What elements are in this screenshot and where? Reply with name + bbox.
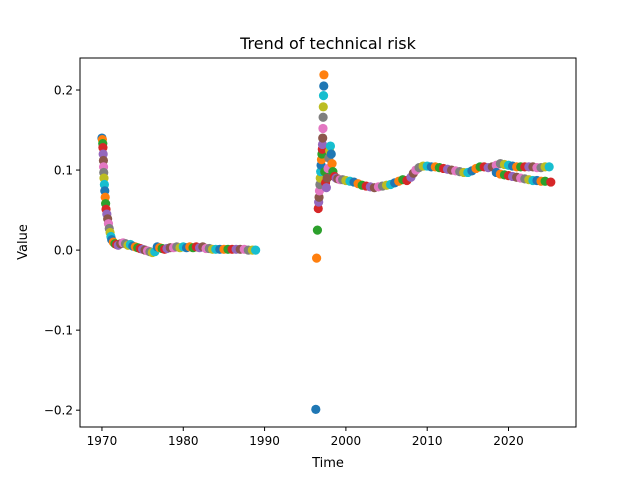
scatter-points [97, 70, 556, 414]
data-point [322, 173, 332, 183]
x-tick-label: 2000 [331, 434, 362, 448]
data-point [327, 159, 337, 169]
data-point [311, 404, 321, 414]
data-point [326, 149, 336, 159]
chart-title: Trend of technical risk [239, 34, 417, 53]
x-tick-label: 1970 [87, 434, 118, 448]
x-tick-label: 2010 [412, 434, 443, 448]
data-point [318, 91, 329, 101]
data-point [312, 253, 322, 263]
data-point [546, 177, 556, 187]
y-axis-label: Value [16, 224, 31, 260]
plot-frame [79, 57, 577, 428]
data-point [318, 102, 328, 112]
y-tick-label: 0.0 [54, 244, 73, 258]
data-point [312, 225, 323, 235]
data-point [251, 245, 261, 255]
y-tick-label: −0.2 [44, 404, 73, 418]
data-point [319, 81, 329, 91]
y-tick-label: −0.1 [44, 324, 73, 338]
y-tick-label: 0.2 [54, 84, 73, 98]
data-point [318, 133, 328, 143]
x-tick-label: 1990 [249, 434, 280, 448]
data-point [318, 112, 328, 122]
axes: 1970 1980 1990 2000 2010 2020 −0.2 −0.1 0.0 0.1 0.… [44, 57, 577, 448]
data-point [98, 155, 109, 166]
x-axis-label: Time [311, 456, 344, 471]
x-tick-label: 2020 [493, 434, 524, 448]
x-tick-label: 1980 [168, 434, 199, 448]
data-point [321, 183, 331, 193]
data-point [544, 162, 554, 172]
data-point [318, 123, 328, 134]
data-point [325, 141, 336, 151]
data-point [319, 70, 329, 80]
y-tick-label: 0.1 [54, 164, 73, 178]
